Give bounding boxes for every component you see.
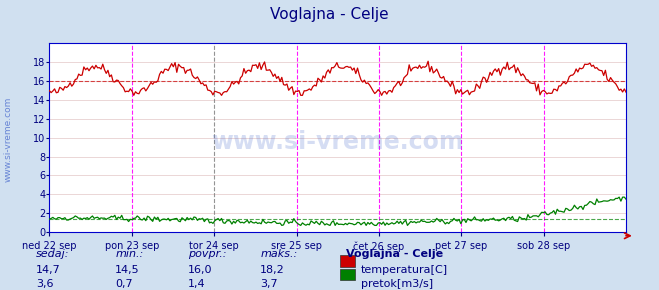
Text: 3,7: 3,7	[260, 279, 278, 289]
Text: 1,4: 1,4	[188, 279, 206, 289]
Text: min.:: min.:	[115, 249, 144, 259]
Text: Voglajna - Celje: Voglajna - Celje	[346, 249, 443, 259]
Text: 14,7: 14,7	[36, 265, 61, 275]
Text: temperatura[C]: temperatura[C]	[361, 265, 448, 275]
Text: Voglajna - Celje: Voglajna - Celje	[270, 7, 389, 22]
Text: 3,6: 3,6	[36, 279, 54, 289]
Text: sedaj:: sedaj:	[36, 249, 70, 259]
Text: 18,2: 18,2	[260, 265, 285, 275]
Text: 14,5: 14,5	[115, 265, 140, 275]
Text: povpr.:: povpr.:	[188, 249, 226, 259]
Text: pretok[m3/s]: pretok[m3/s]	[361, 279, 433, 289]
Text: www.si-vreme.com: www.si-vreme.com	[3, 97, 13, 182]
Text: www.si-vreme.com: www.si-vreme.com	[212, 130, 464, 153]
Text: 0,7: 0,7	[115, 279, 133, 289]
Text: maks.:: maks.:	[260, 249, 298, 259]
Text: 16,0: 16,0	[188, 265, 212, 275]
